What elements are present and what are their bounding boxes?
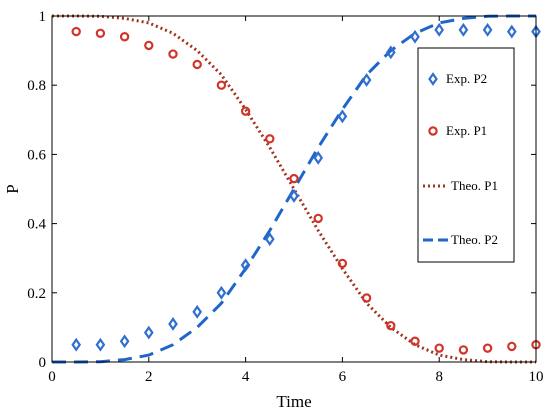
data-point-diamond bbox=[506, 24, 517, 39]
data-point-diamond bbox=[458, 22, 469, 37]
legend-label: Exp. P2 bbox=[446, 71, 487, 86]
series-line-2 bbox=[52, 14, 536, 364]
data-point-diamond bbox=[313, 150, 324, 165]
legend-entry-0: Exp. P2 bbox=[428, 71, 487, 86]
data-point-circle bbox=[168, 49, 178, 59]
y-tick-label: 1 bbox=[39, 9, 47, 25]
data-point-circle bbox=[410, 336, 420, 346]
legend-label: Theo. P2 bbox=[451, 232, 498, 247]
y-tick-label: 0.8 bbox=[27, 78, 46, 94]
data-point-circle bbox=[119, 32, 130, 42]
data-point-diamond bbox=[71, 337, 82, 352]
data-layer bbox=[52, 14, 541, 364]
data-point-circle bbox=[337, 258, 348, 269]
data-point-diamond bbox=[361, 73, 372, 87]
data-point-circle bbox=[458, 345, 469, 355]
data-point-circle bbox=[507, 341, 517, 352]
data-point-diamond bbox=[192, 304, 203, 319]
legend-entry-2: Theo. P1 bbox=[423, 178, 498, 193]
legend: Exp. P2 Exp. P1 Theo. P1 Theo. P2 bbox=[417, 47, 515, 263]
plot-frame bbox=[51, 15, 537, 363]
data-point-diamond bbox=[216, 285, 227, 300]
y-tick-label: 0.4 bbox=[27, 217, 46, 233]
y-tick-label: 0.2 bbox=[27, 286, 46, 302]
legend-entries: Exp. P2 Exp. P1 Theo. P1 Theo. P2 bbox=[423, 71, 498, 247]
x-tick-label: 0 bbox=[48, 369, 56, 385]
x-tick-label: 10 bbox=[529, 369, 544, 385]
x-tick-label: 4 bbox=[242, 369, 250, 385]
data-point-circle bbox=[482, 343, 493, 353]
y-tick-label: 0 bbox=[39, 355, 47, 371]
data-point-diamond bbox=[385, 45, 396, 60]
data-point-diamond bbox=[95, 337, 106, 352]
data-point-circle bbox=[265, 134, 275, 144]
legend-entry-1: Exp. P1 bbox=[428, 123, 487, 138]
data-point-circle bbox=[240, 106, 251, 116]
data-point-circle bbox=[313, 213, 323, 224]
data-point-circle bbox=[144, 40, 154, 51]
legend-label: Exp. P1 bbox=[446, 123, 487, 138]
data-point-circle bbox=[216, 80, 227, 90]
data-point-diamond bbox=[168, 317, 178, 331]
legend-marker-circle bbox=[428, 126, 438, 136]
ticks-layer: 0 2 4 6 8 10 0 0.2 0.4 0.6 0.8 1 bbox=[27, 9, 543, 385]
legend-marker-diamond bbox=[428, 72, 438, 86]
data-point-diamond bbox=[119, 334, 130, 349]
data-point-diamond bbox=[289, 189, 299, 203]
data-point-circle bbox=[95, 28, 106, 38]
data-point-diamond bbox=[264, 232, 275, 247]
x-tick-label: 8 bbox=[435, 369, 443, 385]
data-point-circle bbox=[289, 173, 299, 184]
data-point-circle bbox=[71, 26, 81, 37]
data-point-circle bbox=[192, 59, 202, 70]
data-point-circle bbox=[434, 343, 444, 353]
data-point-circle bbox=[361, 293, 372, 303]
y-axis-label: P bbox=[3, 184, 22, 193]
data-point-diamond bbox=[240, 258, 251, 273]
data-point-diamond bbox=[143, 325, 154, 340]
legend-entry-3: Theo. P2 bbox=[423, 232, 498, 247]
data-point-diamond bbox=[337, 109, 348, 124]
x-axis-label: Time bbox=[276, 392, 311, 411]
data-point-diamond bbox=[410, 29, 420, 44]
data-point-circle bbox=[386, 320, 396, 331]
data-point-diamond bbox=[434, 22, 445, 37]
legend-label: Theo. P1 bbox=[451, 178, 498, 193]
x-tick-label: 6 bbox=[339, 369, 347, 385]
data-point-diamond bbox=[482, 22, 493, 37]
x-tick-label: 2 bbox=[145, 369, 153, 385]
y-tick-label: 0.6 bbox=[27, 147, 46, 163]
